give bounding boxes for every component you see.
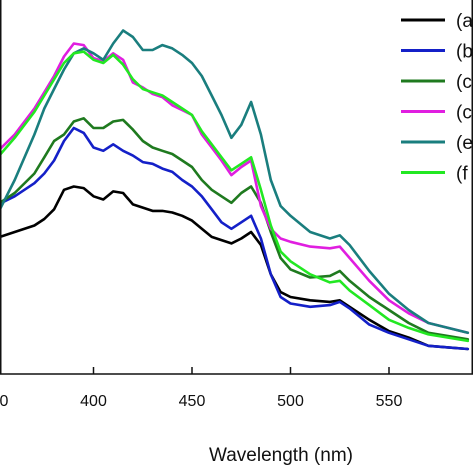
x-tick-label: 500 xyxy=(277,393,304,410)
series-line-2 xyxy=(0,126,470,351)
series-line-3 xyxy=(0,117,470,341)
series-line-4 xyxy=(0,42,470,335)
plot-lines xyxy=(0,29,470,351)
x-tick-label: 350 xyxy=(0,393,8,410)
series-line-5 xyxy=(0,29,470,335)
legend-label-3: (c xyxy=(456,72,472,93)
x-tick-label: 550 xyxy=(376,393,403,410)
legend-label-6: (f xyxy=(456,164,468,185)
series-line-6 xyxy=(0,50,470,343)
legend-label-2: (b xyxy=(456,42,473,63)
legend-label-5: (e xyxy=(456,133,473,154)
x-axis-title: Wavelength (nm) xyxy=(209,445,353,466)
legend-label-1: (a xyxy=(456,11,473,32)
legend-label-4: (c xyxy=(456,103,472,124)
plot-frame xyxy=(0,0,473,375)
x-tick-label: 400 xyxy=(80,393,107,410)
series-line-1 xyxy=(0,185,470,351)
legend: (a (b (c (c (e (f xyxy=(401,11,473,185)
x-tick-label: 450 xyxy=(179,393,206,410)
x-axis-ticks: 350 400 450 500 550 xyxy=(0,367,402,410)
